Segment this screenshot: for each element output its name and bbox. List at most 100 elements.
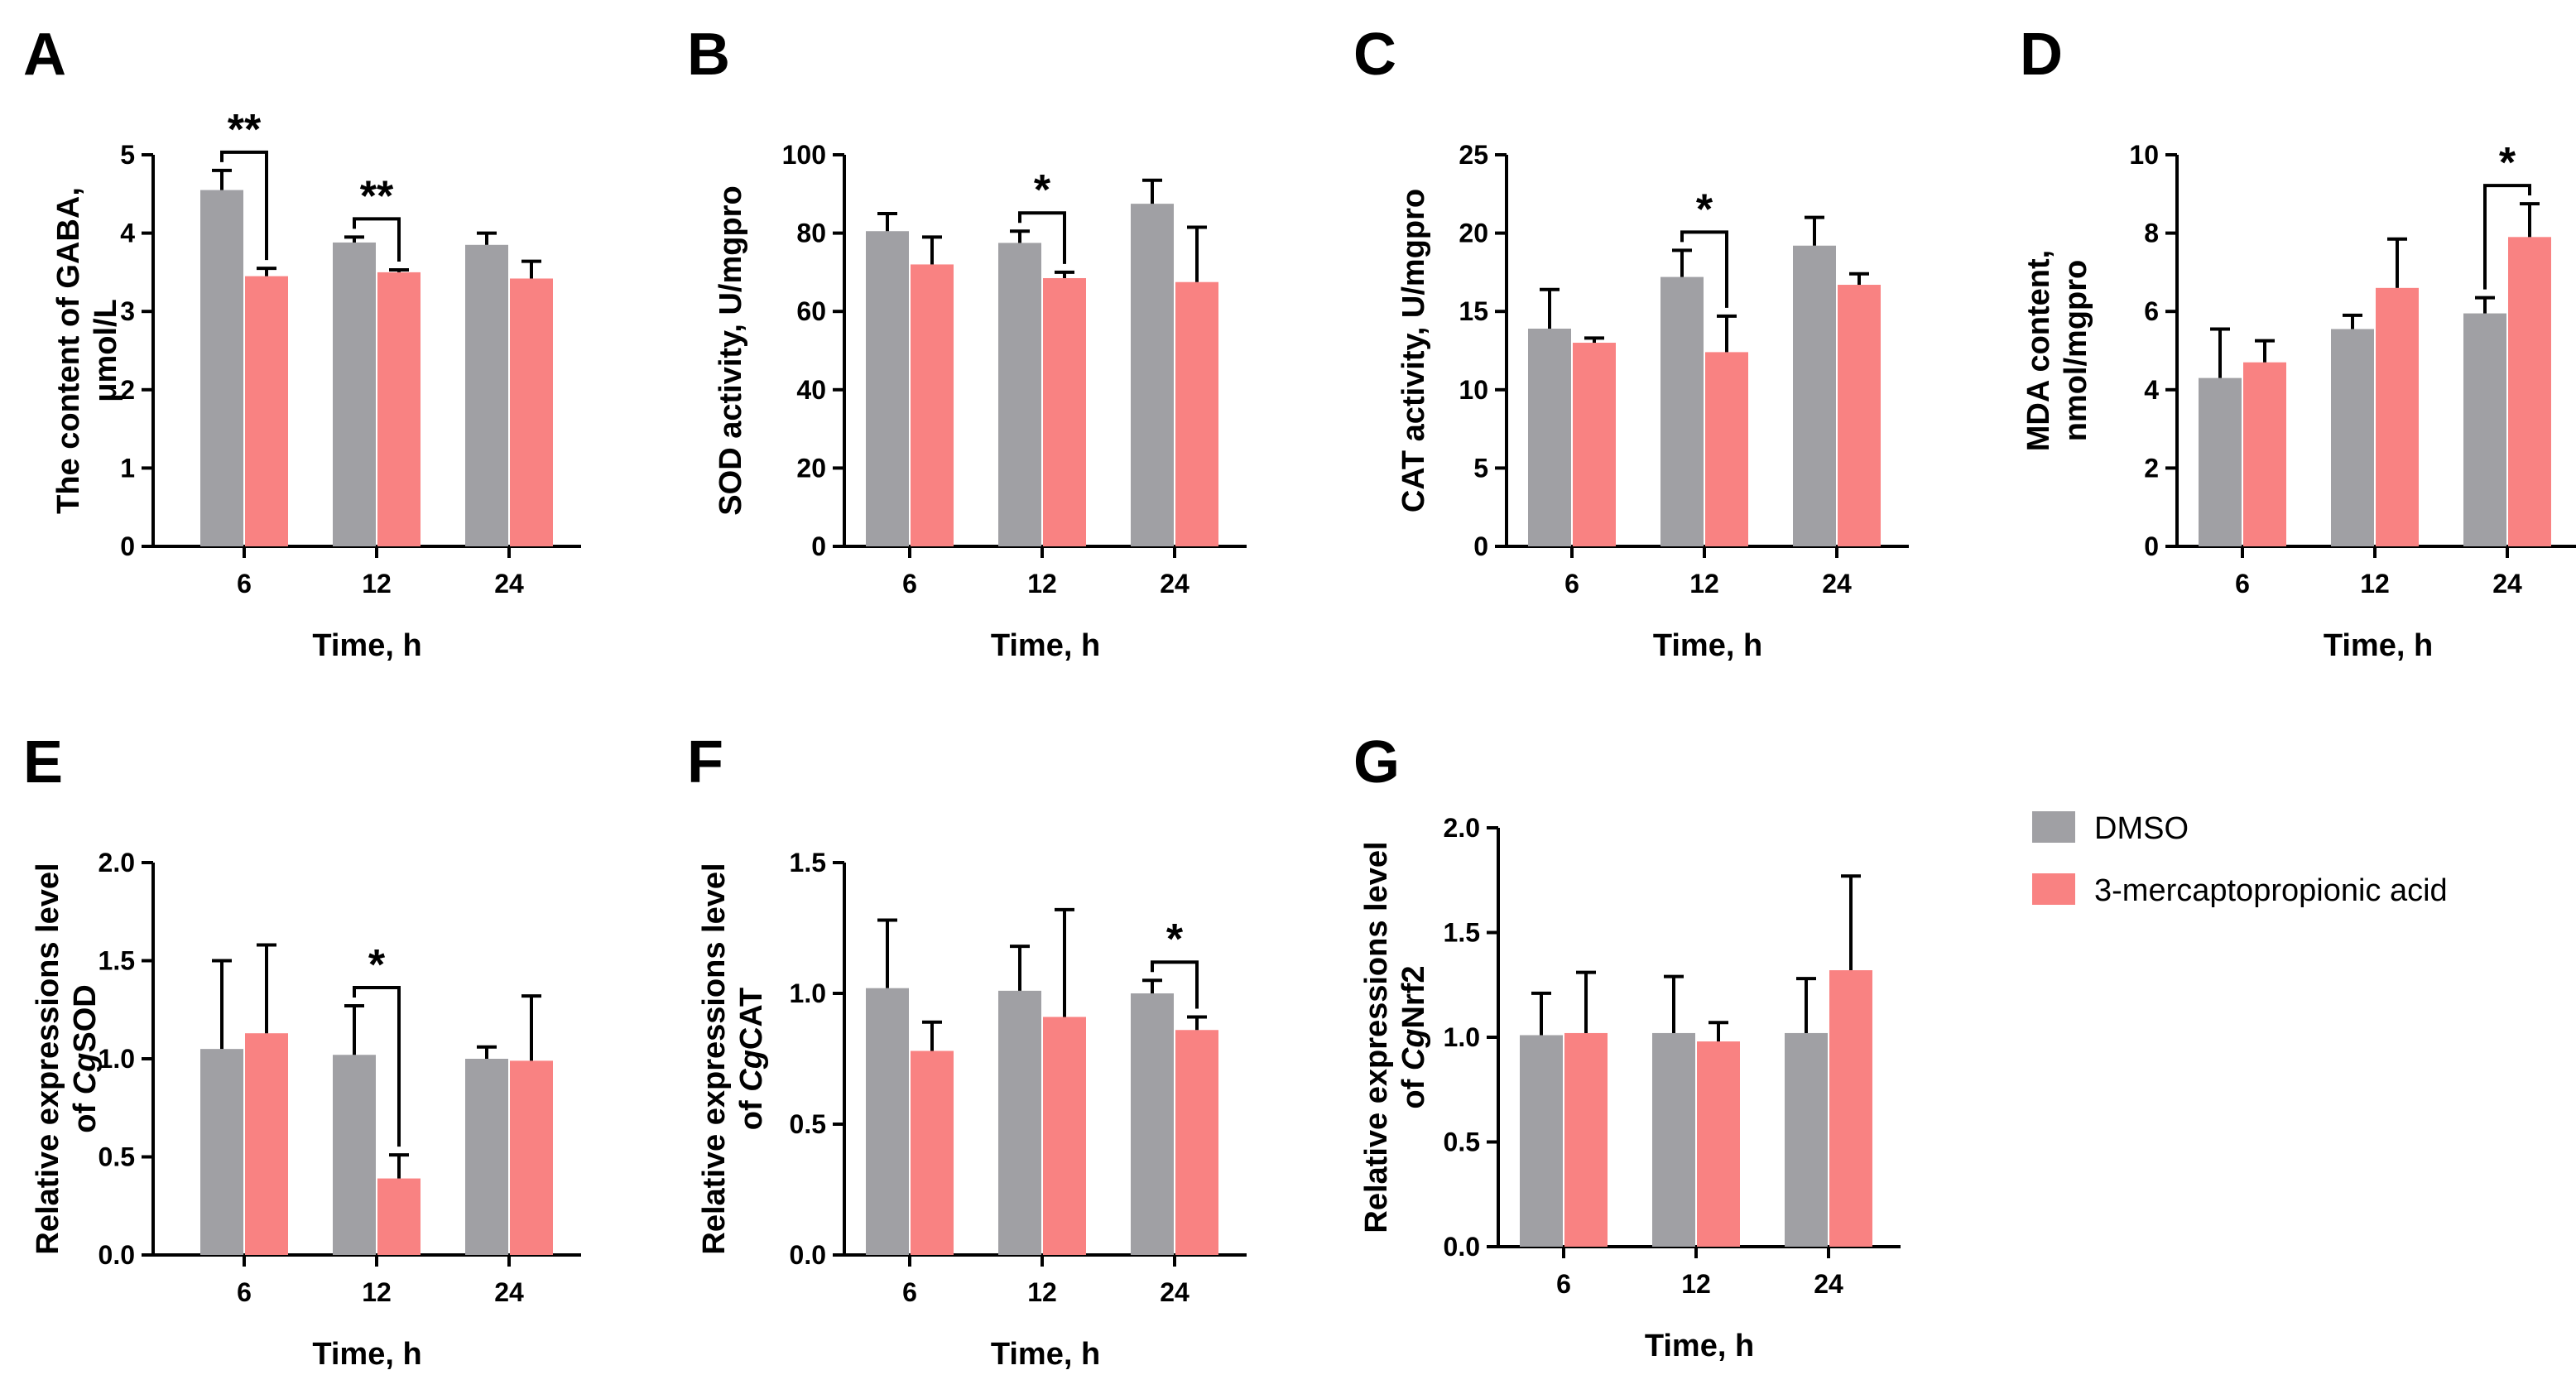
bar [866,988,909,1255]
x-axis-title: Time, h [1653,628,1762,663]
x-tick-label: 12 [362,1277,392,1307]
bar [333,242,376,546]
legend-label: 3-mercaptopropionic acid [2094,873,2448,908]
x-axis-title: Time, h [1645,1329,1754,1363]
bar [1175,1030,1218,1255]
significance-marker: * [2499,139,2516,187]
significance-marker: ** [228,106,262,154]
chart-panel-g: G 0.0 0.5 1.0 1.5 2.0 6 12 24 Time, h Relative exp… [1353,729,1901,1363]
y-axis-title: of CgCAT [734,988,769,1130]
bar [2199,377,2242,546]
y-tick-label: 4 [120,219,135,248]
bar [1573,343,1616,546]
y-tick-label: 100 [782,140,826,170]
y-axis-title: CAT activity, U/mgpro [1396,189,1431,512]
bar [510,278,553,546]
significance-bracket [1680,230,1728,308]
x-tick-label: 6 [902,569,917,599]
y-tick-label: 0.0 [1444,1232,1480,1262]
y-tick-label: 5 [1473,453,1488,483]
bar [1043,277,1086,546]
chart-panel-c: C 0 5 10 15 20 25 6 12 24 * Time, h CAT activity, U/… [1353,22,1909,663]
legend: DMSO 3-mercaptopropionic acid [2032,811,2448,908]
bar [1838,285,1881,546]
y-tick-label: 20 [1459,219,1488,248]
y-tick-label: 1.0 [1444,1022,1480,1052]
bar [2376,287,2419,546]
chart-panel-f: F 0.0 0.5 1.0 1.5 6 12 24 * Time, h Relative expre… [687,729,1247,1372]
x-tick-label: 6 [237,1277,252,1307]
y-axis-title: μmol/L [89,299,123,402]
legend-swatch [2032,811,2075,843]
y-tick-label: 10 [1459,375,1488,405]
x-tick-label: 12 [1681,1269,1711,1299]
bar [1043,1017,1086,1255]
bar [200,190,243,546]
y-tick-label: 0.0 [790,1240,826,1270]
bar [245,1033,288,1255]
bar [1175,281,1218,546]
significance-marker: ** [360,172,394,220]
y-axis-title: Relative expressions level [697,863,732,1254]
significance-bracket [1151,960,1199,1009]
bar [1528,329,1571,546]
bar [1660,276,1704,546]
bar [1705,352,1748,546]
panel-letter: D [2020,22,2063,88]
y-tick-label: 0.0 [99,1240,135,1270]
y-tick-label: 0 [1473,531,1488,561]
bar [1652,1032,1695,1247]
x-tick-label: 12 [1027,569,1057,599]
y-tick-label: 25 [1459,140,1488,170]
x-tick-label: 24 [1160,1277,1189,1307]
bar [866,231,909,546]
bar [2508,237,2551,546]
y-tick-label: 1.5 [1444,918,1480,948]
x-tick-label: 24 [494,569,524,599]
significance-bracket [2483,184,2531,290]
significance-bracket [1018,211,1066,264]
y-tick-label: 1 [120,453,135,483]
bar [998,990,1041,1255]
y-tick-label: 20 [796,453,826,483]
bar [510,1060,553,1255]
bar [1131,993,1174,1255]
y-tick-label: 0.5 [790,1109,826,1139]
x-tick-label: 12 [1689,569,1719,599]
bar [377,272,421,546]
significance-marker: * [368,941,386,989]
bar [465,1059,508,1255]
y-tick-label: 40 [796,375,826,405]
bar [998,243,1041,546]
y-tick-label: 80 [796,219,826,248]
y-axis-title: Relative expressions level [31,863,65,1254]
x-axis-title: Time, h [991,1337,1100,1372]
x-axis-title: Time, h [312,628,421,663]
y-tick-label: 1.5 [99,946,135,976]
x-tick-label: 12 [362,569,392,599]
bar [911,1050,954,1255]
bar [245,276,288,546]
y-tick-label: 0 [2144,531,2159,561]
y-tick-label: 0.5 [99,1142,135,1172]
y-tick-label: 5 [120,140,135,170]
bar [1564,1032,1608,1247]
panel-letter: A [23,22,66,88]
chart-panel-e: E 0.0 0.5 1.0 1.5 2.0 6 12 24 * Time, h Relative ex… [23,729,581,1372]
panel-letter: E [23,729,63,796]
bar [465,244,508,546]
panel-letter: G [1353,729,1400,796]
y-tick-label: 3 [120,296,135,326]
x-tick-label: 24 [1814,1269,1843,1299]
y-axis-title: The content of GABA, [51,187,86,514]
significance-marker: * [1034,166,1051,214]
bar [2243,362,2286,546]
y-axis-title: of CgSOD [68,984,103,1132]
y-tick-label: 2 [120,375,135,405]
panel-letter: F [687,729,723,796]
y-tick-label: 2.0 [1444,813,1480,843]
bar [1793,245,1836,546]
x-tick-label: 24 [1160,569,1189,599]
